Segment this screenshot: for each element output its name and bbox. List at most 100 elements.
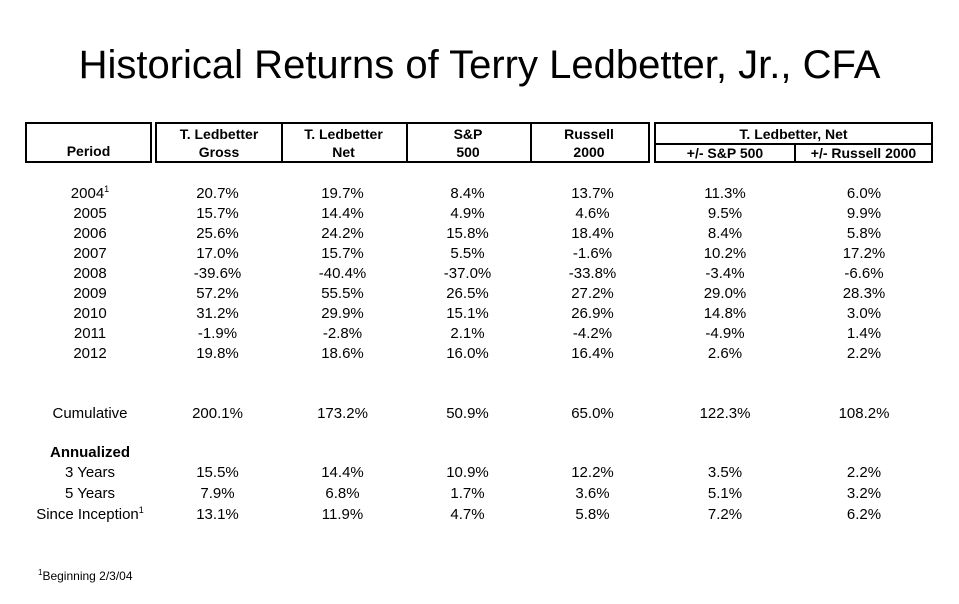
row-period-label: 2010: [73, 305, 107, 322]
cell-vs-russell: 6.2%: [846, 506, 882, 523]
cell-vs-sp: 7.2%: [707, 506, 743, 523]
annualized-heading-row: Annualized: [0, 443, 959, 463]
cell-sp: 4.7%: [450, 506, 485, 523]
footnote-marker: 1: [38, 568, 43, 577]
cell-vs-sp: 11.3%: [704, 185, 746, 202]
header-period-box: Period: [25, 122, 152, 163]
row-period: 2007: [25, 244, 155, 264]
header-russell-line2: 2000: [573, 143, 605, 160]
cumulative-gross: 200.1%: [192, 405, 243, 422]
cell-net: 29.9%: [321, 305, 364, 322]
table-row: 20041 20.7% 19.7% 8.4% 13.7% 11.3% 6.0%: [0, 184, 959, 204]
row-period: 3 Years: [25, 463, 155, 483]
cell-vs-sp: 2.6%: [707, 345, 743, 362]
cell-vs-russell: -6.6%: [844, 265, 884, 282]
row-period: 2006: [25, 224, 155, 244]
cell-gross: 13.1%: [196, 506, 239, 523]
cell-sp: 26.5%: [446, 285, 489, 302]
cell-russell: -33.8%: [568, 265, 617, 282]
cell-russell: -1.6%: [572, 245, 613, 262]
cell-gross: 19.8%: [196, 345, 239, 362]
cumulative-label: Cumulative: [52, 405, 128, 422]
cell-sp: 1.7%: [450, 485, 485, 502]
header-period: Period: [66, 143, 111, 159]
cell-vs-russell: 3.2%: [846, 485, 882, 502]
header-net-line1: T. Ledbetter: [304, 125, 383, 142]
cell-vs-sp: 10.2%: [703, 245, 747, 262]
cell-vs-russell: 9.9%: [846, 205, 882, 222]
cell-gross: -39.6%: [193, 265, 242, 282]
cumulative-russell: 65.0%: [571, 405, 614, 422]
cell-sp: 5.5%: [450, 245, 485, 262]
header-gross-line2: Gross: [198, 143, 240, 160]
cell-gross: 25.6%: [196, 225, 239, 242]
cell-gross: 15.7%: [196, 205, 239, 222]
row-period-label: 2009: [73, 285, 107, 302]
cell-vs-russell: 2.2%: [846, 345, 882, 362]
cell-sp: -37.0%: [443, 265, 492, 282]
row-period-label: 2007: [73, 245, 107, 262]
cell-sp: 15.8%: [446, 225, 489, 242]
cell-russell: 5.8%: [575, 506, 610, 523]
row-period-label: 2011: [73, 325, 107, 342]
cell-russell: 3.6%: [575, 485, 610, 502]
cell-russell: -4.2%: [572, 325, 613, 342]
row-period-label: 2006: [73, 225, 107, 242]
row-period-label: Since Inception: [36, 506, 139, 523]
row-period-label: 2004: [70, 185, 105, 202]
row-period: 2009: [25, 284, 155, 304]
annualized-heading: Annualized: [49, 444, 130, 461]
header-vs-sp: +/- S&P 500: [686, 145, 764, 161]
table-row: Since Inception1 13.1% 11.9% 4.7% 5.8% 7.2% 6.…: [0, 505, 959, 525]
footnote-text: Beginning 2/3/04: [42, 569, 133, 583]
row-period: 2008: [25, 264, 155, 284]
cell-russell: 4.6%: [575, 205, 610, 222]
cell-net: 14.4%: [321, 464, 364, 481]
footnote-ref: 1: [104, 184, 110, 194]
cell-vs-russell: 2.2%: [846, 464, 882, 481]
header-net-line2: Net: [332, 143, 355, 160]
cell-vs-sp: 14.8%: [703, 305, 747, 322]
cell-net: 15.7%: [321, 245, 364, 262]
row-period: 2005: [25, 204, 155, 224]
footnote-ref: 1: [138, 505, 144, 515]
table-row: 5 Years 7.9% 6.8% 1.7% 3.6% 5.1% 3.2%: [0, 484, 959, 504]
cell-gross: -1.9%: [197, 325, 238, 342]
cell-russell: 27.2%: [571, 285, 614, 302]
cell-russell: 26.9%: [571, 305, 614, 322]
cell-net: 24.2%: [321, 225, 364, 242]
row-period: 5 Years: [25, 484, 155, 504]
cell-gross: 15.5%: [196, 464, 239, 481]
cell-sp: 10.9%: [446, 464, 489, 481]
table-row: 2012 19.8% 18.6% 16.0% 16.4% 2.6% 2.2%: [0, 344, 959, 364]
table-row: 2005 15.7% 14.4% 4.9% 4.6% 9.5% 9.9%: [0, 204, 959, 224]
cell-gross: 7.9%: [200, 485, 235, 502]
cell-russell: 16.4%: [571, 345, 614, 362]
table-row: 2010 31.2% 29.9% 15.1% 26.9% 14.8% 3.0%: [0, 304, 959, 324]
footnote: 1Beginning 2/3/04: [38, 568, 133, 586]
cell-gross: 17.0%: [196, 245, 239, 262]
cumulative-vs-sp: 122.3%: [699, 405, 751, 422]
cell-sp: 15.1%: [446, 305, 489, 322]
cell-sp: 4.9%: [450, 205, 485, 222]
table-row: 2006 25.6% 24.2% 15.8% 18.4% 8.4% 5.8%: [0, 224, 959, 244]
row-period: 2010: [25, 304, 155, 324]
header-sp-line1: S&P: [453, 125, 483, 142]
header-net-group: T. Ledbetter, Net: [739, 126, 848, 142]
table-row: 2008 -39.6% -40.4% -37.0% -33.8% -3.4% -6.6%: [0, 264, 959, 284]
cell-vs-sp: 29.0%: [703, 285, 747, 302]
cell-net: 14.4%: [321, 205, 364, 222]
header-returns-box: T. Ledbetter Gross T. Ledbetter Net S&P …: [155, 122, 650, 163]
header-net-diff-box: T. Ledbetter, Net +/- S&P 500 +/- Russel…: [654, 122, 933, 163]
cumulative-net: 173.2%: [317, 405, 368, 422]
cell-sp: 16.0%: [446, 345, 489, 362]
row-period-label: 2008: [73, 265, 107, 282]
cell-russell: 18.4%: [571, 225, 614, 242]
row-period: 2011: [25, 324, 155, 344]
cell-vs-russell: 28.3%: [842, 285, 886, 302]
header-sp-line2: 500: [456, 143, 480, 160]
row-period: Since Inception1: [25, 505, 155, 526]
cell-vs-sp: -4.9%: [705, 325, 745, 342]
table-row-cumulative: Cumulative 200.1% 173.2% 50.9% 65.0% 122…: [0, 404, 959, 424]
cell-net: 6.8%: [325, 485, 360, 502]
